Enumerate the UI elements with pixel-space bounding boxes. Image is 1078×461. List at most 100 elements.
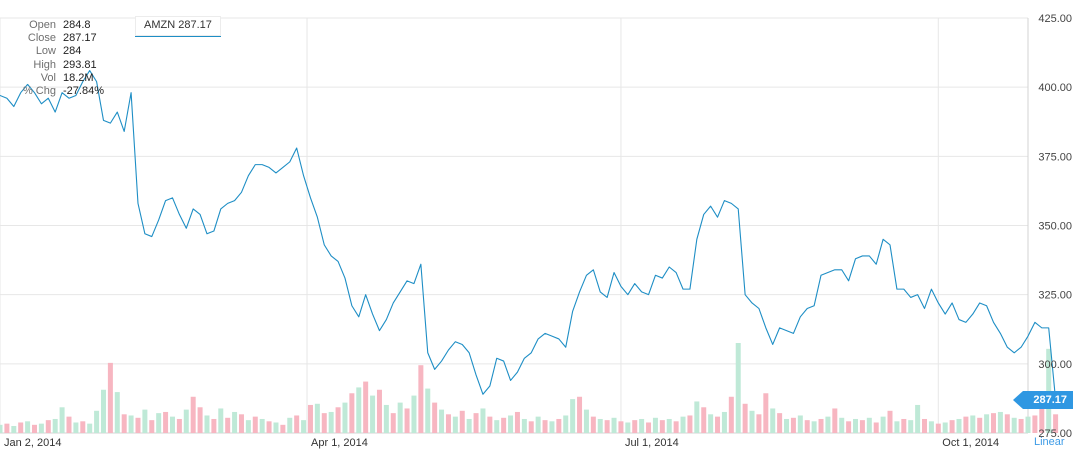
volume-bar-142: [977, 417, 983, 433]
volume-bar-34: [232, 411, 238, 433]
volume-bar-145: [997, 411, 1003, 433]
volume-bar-54: [370, 395, 376, 433]
volume-bar-112: [770, 408, 776, 433]
volume-bar-123: [846, 421, 852, 433]
volume-bar-118: [811, 421, 817, 433]
series-legend: AMZN 287.17: [135, 16, 221, 37]
y-tick-label-1: 300.00: [1038, 359, 1072, 371]
volume-bar-150: [1032, 415, 1038, 433]
volume-bar-137: [942, 422, 948, 433]
volume-bar-103: [708, 414, 714, 433]
y-tick-label-4: 375.00: [1038, 151, 1072, 163]
volume-bar-74: [508, 415, 514, 433]
volume-bar-32: [218, 408, 224, 433]
volume-bar-110: [756, 414, 762, 433]
linear-scale-toggle[interactable]: Linear: [1034, 436, 1065, 448]
amzn-price-line: [0, 70, 1057, 401]
volume-bar-131: [901, 418, 907, 433]
volume-bar-66: [452, 416, 458, 433]
volume-bar-39: [266, 421, 272, 433]
volume-bar-8: [52, 418, 58, 433]
y-tick-label-0: 275.00: [1038, 428, 1072, 440]
volume-bar-87: [597, 418, 603, 433]
y-tick-label-5: 400.00: [1038, 82, 1072, 94]
volume-bar-19: [128, 415, 134, 433]
volume-bar-5: [31, 424, 37, 433]
volume-bar-95: [652, 417, 658, 433]
volume-bar-127: [873, 422, 879, 433]
volume-bar-31: [211, 418, 217, 433]
volume-bar-135: [928, 421, 934, 433]
volume-bar-61: [418, 365, 424, 433]
volume-bar-121: [832, 408, 838, 433]
volume-bar-73: [501, 417, 507, 433]
volume-bar-86: [590, 416, 596, 433]
volume-bar-96: [659, 420, 665, 433]
volume-bar-23: [156, 413, 162, 433]
volume-bar-21: [142, 409, 148, 433]
volume-bar-35: [238, 414, 244, 433]
volume-bar-56: [383, 404, 389, 433]
volume-bar-45: [307, 404, 313, 433]
volume-bar-78: [535, 416, 541, 433]
stat-value-low: 284: [63, 45, 82, 58]
volume-bar-138: [949, 420, 955, 433]
volume-bar-139: [956, 418, 962, 433]
stat-row-low: Low 284: [8, 45, 104, 58]
volume-bar-63: [432, 402, 438, 433]
volume-bar-149: [1025, 416, 1031, 433]
volume-bar-9: [59, 407, 65, 433]
volume-bar-81: [556, 418, 562, 433]
volume-bar-71: [487, 416, 493, 433]
volume-bar-102: [701, 407, 707, 433]
last-price-flag: 287.17: [1013, 391, 1073, 409]
volume-bar-143: [984, 414, 990, 433]
volume-bar-83: [570, 399, 576, 433]
volume-bar-98: [673, 421, 679, 433]
volume-bar-107: [735, 343, 741, 433]
volume-bar-14: [94, 410, 100, 433]
stat-value-vol: 18.2M: [63, 71, 94, 84]
volume-bar-17: [114, 392, 120, 433]
x-tick-label-3: Oct 1, 2014: [942, 437, 999, 449]
volume-bar-7: [45, 420, 51, 433]
stat-label-close: Close: [27, 32, 56, 45]
y-tick-label-6: 425.00: [1038, 13, 1072, 25]
stat-value-high: 293.81: [63, 58, 97, 71]
stat-label-high: High: [33, 58, 56, 71]
volume-bar-85: [583, 409, 589, 433]
volume-bar-72: [494, 420, 500, 433]
stat-row-open: Open 284.8: [8, 19, 104, 32]
volume-bar-82: [563, 415, 569, 433]
volume-bar-68: [466, 418, 472, 433]
volume-bar-58: [397, 402, 403, 433]
volume-bar-42: [287, 417, 293, 433]
volume-bar-51: [349, 393, 355, 433]
stat-value-open: 284.8: [63, 19, 91, 31]
volume-bar-115: [790, 417, 796, 433]
last-price-label: 287.17: [1033, 394, 1067, 406]
volume-bar-114: [784, 418, 790, 433]
volume-bar-132: [908, 420, 914, 433]
volume-bar-92: [632, 420, 638, 433]
ohlc-stats: Open 284.8 Close 287.17 Low 284 High 293…: [8, 19, 104, 98]
volume-bar-20: [135, 417, 141, 433]
volume-bar-26: [176, 418, 182, 433]
volume-bar-133: [915, 404, 921, 433]
volume-bar-125: [859, 420, 865, 433]
volume-bar-122: [839, 417, 845, 433]
stat-label-low: Low: [35, 45, 56, 58]
volume-bar-144: [991, 413, 997, 433]
volume-bar-134: [922, 418, 928, 433]
volume-bar-101: [694, 401, 700, 433]
volume-bar-65: [445, 414, 451, 433]
y-tick-label-3: 350.00: [1038, 221, 1072, 233]
volume-bar-148: [1018, 418, 1024, 433]
volume-bar-47: [321, 413, 327, 433]
volume-bar-69: [473, 413, 479, 433]
volume-bar-105: [721, 411, 727, 433]
volume-bar-136: [935, 423, 941, 433]
volume-bar-108: [742, 403, 748, 433]
